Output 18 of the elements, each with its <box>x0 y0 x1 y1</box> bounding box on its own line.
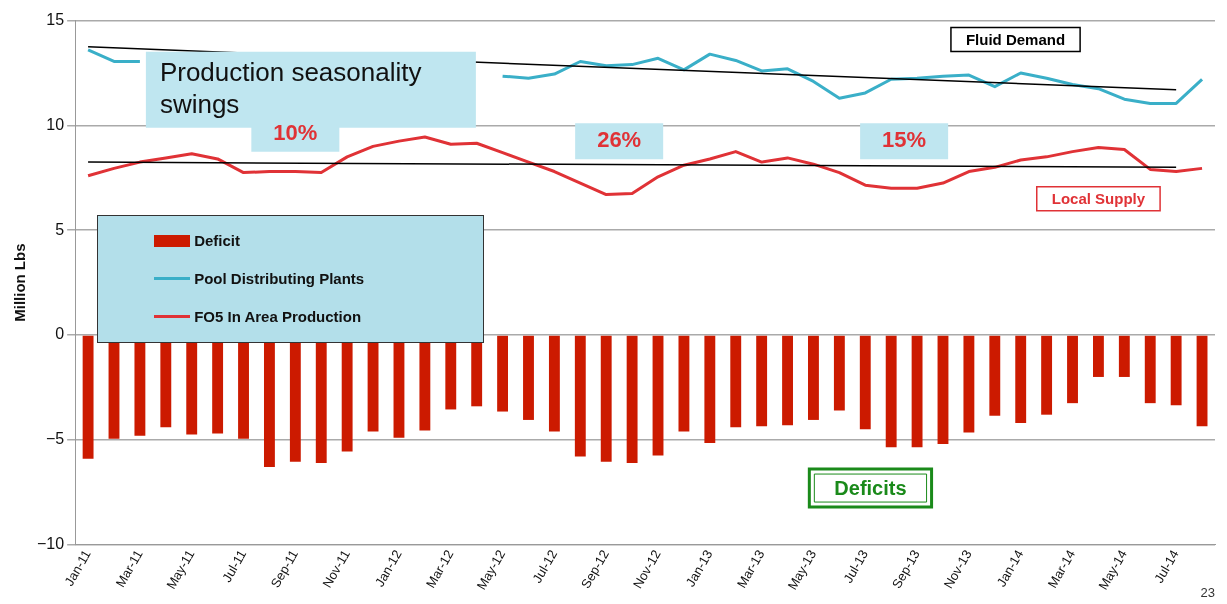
annotation: Production seasonality swings <box>159 56 422 119</box>
legend-label: Deficit <box>194 232 240 249</box>
y-tick-label: −5 <box>45 430 65 448</box>
y-tick-label: 5 <box>55 220 65 238</box>
y-axis-title: Million Lbs <box>11 243 29 322</box>
legend-label: Pool Distributing Plants <box>194 270 365 287</box>
legend-label: FO5 In Area Production <box>194 308 362 325</box>
annotation: Deficits <box>834 476 907 499</box>
text: 23 <box>1200 585 1215 600</box>
y-tick-label: 0 <box>55 325 65 343</box>
annotation: Fluid Demand <box>965 30 1066 48</box>
y-tick-label: 15 <box>46 11 65 29</box>
annotation: 26% <box>597 127 642 153</box>
annotation: 15% <box>882 127 927 153</box>
y-tick-label: 10 <box>46 115 65 133</box>
y-tick-label: −10 <box>37 535 65 553</box>
annotation: Local Supply <box>1051 189 1146 207</box>
annotation: 10% <box>273 119 318 145</box>
